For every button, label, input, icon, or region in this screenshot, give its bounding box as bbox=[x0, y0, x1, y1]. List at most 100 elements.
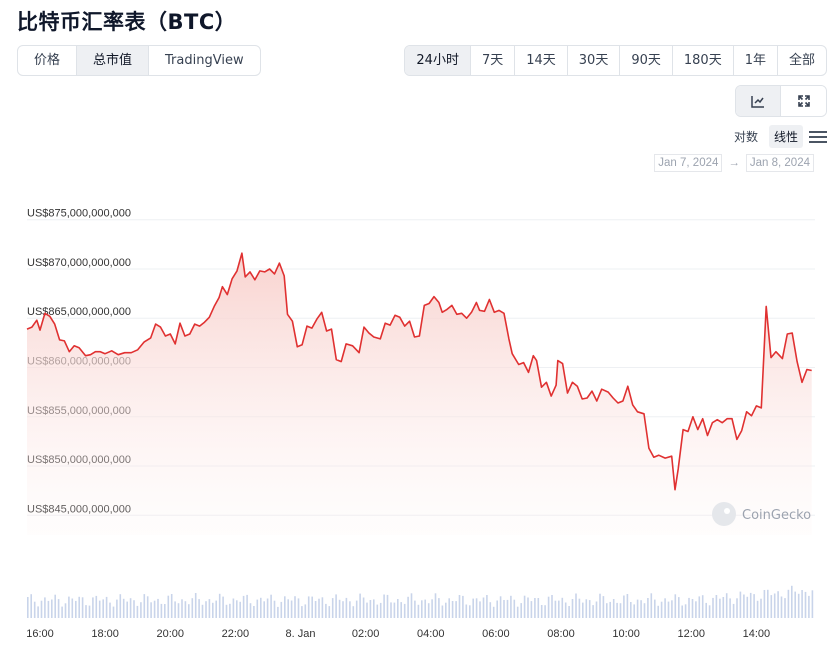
volume-bar bbox=[475, 598, 478, 618]
volume-bar bbox=[787, 589, 790, 618]
volume-bar bbox=[229, 603, 231, 618]
volume-bar bbox=[715, 595, 718, 618]
volume-bar bbox=[188, 604, 190, 618]
range-24h-button[interactable]: 24小时 bbox=[405, 46, 471, 75]
volume-bar bbox=[236, 600, 238, 618]
date-to-input[interactable]: Jan 8, 2024 bbox=[745, 154, 814, 172]
range-90d-button[interactable]: 90天 bbox=[620, 46, 673, 75]
date-from-input[interactable]: Jan 7, 2024 bbox=[654, 154, 723, 172]
x-tick-label: 04:00 bbox=[417, 628, 445, 640]
volume-bar bbox=[256, 599, 259, 618]
volume-bar bbox=[366, 602, 368, 618]
volume-bar bbox=[27, 597, 29, 618]
volume-bar bbox=[410, 593, 413, 618]
volume-bar bbox=[725, 593, 728, 618]
volume-bar bbox=[222, 596, 224, 618]
volume-bar bbox=[462, 595, 464, 618]
volume-bar bbox=[150, 602, 152, 618]
volume-bar bbox=[640, 600, 642, 618]
volume-bar bbox=[369, 600, 372, 618]
volume-bar bbox=[770, 595, 773, 618]
volume-bar bbox=[307, 596, 310, 618]
volume-bar bbox=[626, 594, 629, 618]
volume-bar bbox=[109, 602, 111, 618]
volume-bar bbox=[242, 595, 245, 618]
volume-bar bbox=[540, 605, 543, 618]
tab-price[interactable]: 价格 bbox=[18, 46, 78, 75]
x-tick-label: 10:00 bbox=[612, 628, 640, 640]
tab-tradingview[interactable]: TradingView bbox=[165, 53, 244, 68]
volume-bar bbox=[198, 599, 200, 618]
volume-bar bbox=[681, 605, 683, 618]
volume-bar bbox=[691, 599, 694, 618]
volume-bar bbox=[499, 596, 502, 618]
range-14d-button[interactable]: 14天 bbox=[515, 46, 568, 75]
volume-bar bbox=[383, 594, 385, 618]
volume-bar bbox=[643, 603, 646, 618]
volume-bar bbox=[599, 593, 601, 618]
volume-bar bbox=[743, 594, 745, 618]
volume-bar bbox=[105, 596, 108, 618]
volume-bar bbox=[205, 601, 207, 618]
volume-bar bbox=[479, 601, 481, 618]
volume-bar bbox=[698, 596, 701, 618]
volume-bar bbox=[407, 596, 409, 618]
range-180d-button[interactable]: 180天 bbox=[673, 46, 734, 75]
range-1y-button[interactable]: 1年 bbox=[734, 46, 778, 75]
range-30d-button[interactable]: 30天 bbox=[568, 46, 621, 75]
volume-bar bbox=[445, 602, 447, 618]
volume-bar bbox=[174, 601, 176, 618]
volume-bar bbox=[571, 599, 574, 618]
volume-bar bbox=[777, 591, 779, 618]
range-7d-button[interactable]: 7天 bbox=[471, 46, 516, 75]
volume-bar bbox=[112, 606, 115, 618]
volume-bar bbox=[427, 603, 430, 618]
volume-bar bbox=[85, 605, 87, 618]
volume-bar bbox=[619, 603, 622, 618]
volume-bar bbox=[349, 601, 351, 618]
line-chart-button[interactable] bbox=[736, 86, 781, 116]
log-scale-option[interactable]: 对数 bbox=[733, 130, 758, 144]
volume-bar bbox=[568, 606, 570, 618]
volume-bar bbox=[321, 597, 324, 618]
volume-bar bbox=[71, 598, 74, 618]
volume-bar bbox=[184, 601, 187, 618]
volume-bar bbox=[602, 596, 605, 618]
volume-bar bbox=[767, 589, 769, 618]
volume-bar bbox=[75, 600, 77, 618]
volume-bar bbox=[527, 597, 529, 618]
x-tick-label: 12:00 bbox=[677, 628, 705, 640]
volume-bar bbox=[441, 605, 444, 618]
linear-scale-option[interactable]: 线性 bbox=[768, 125, 803, 148]
volume-bar bbox=[208, 599, 211, 618]
volume-bar bbox=[801, 590, 803, 618]
volume-bar bbox=[95, 595, 98, 618]
volume-bar bbox=[280, 601, 283, 618]
volume-bar bbox=[551, 595, 553, 618]
volume-bar bbox=[753, 594, 755, 618]
volume-bar bbox=[756, 600, 759, 618]
range-all-button[interactable]: 全部 bbox=[788, 53, 815, 68]
volume-bar bbox=[373, 599, 375, 618]
y-tick-label: US$865,000,000,000 bbox=[27, 306, 131, 318]
volume-bar bbox=[400, 602, 402, 618]
volume-bar bbox=[616, 602, 618, 618]
volume-bar bbox=[520, 603, 522, 618]
volume-bar bbox=[736, 598, 738, 618]
volume-bar bbox=[564, 602, 567, 618]
volume-bar bbox=[314, 601, 317, 618]
volume-bar bbox=[68, 596, 70, 618]
volume-bar bbox=[64, 603, 67, 618]
volume-bar bbox=[749, 592, 752, 618]
menu-icon[interactable] bbox=[809, 129, 827, 145]
volume-bar bbox=[98, 600, 101, 618]
volume-bar bbox=[595, 601, 598, 618]
scale-toggle: 对数 线性 bbox=[729, 125, 827, 148]
tab-market-cap[interactable]: 总市值 bbox=[77, 46, 150, 75]
volume-bar bbox=[482, 597, 485, 618]
fullscreen-button[interactable] bbox=[781, 86, 826, 116]
volume-bar bbox=[575, 593, 577, 618]
volume-bar bbox=[284, 596, 286, 618]
volume-bar bbox=[304, 604, 307, 618]
